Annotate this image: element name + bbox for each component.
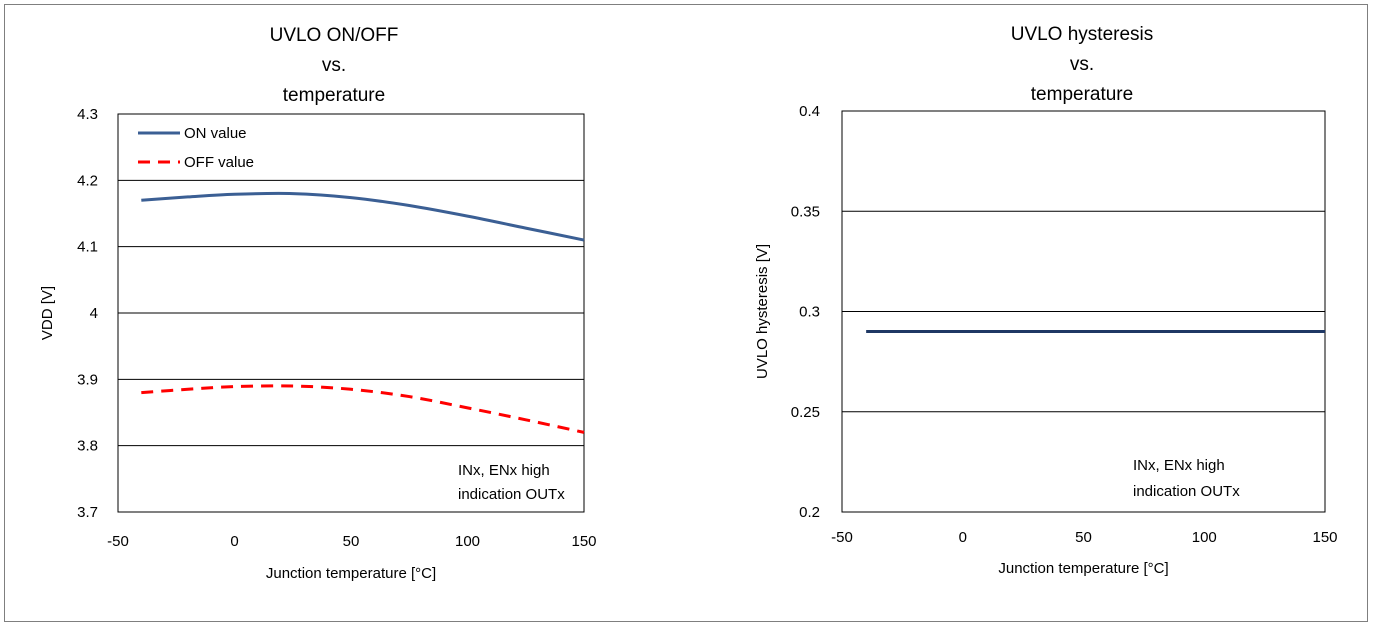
chart-annotation: indication OUTx — [458, 486, 565, 503]
x-tick-label: -50 — [831, 529, 853, 546]
chart-annotation: indication OUTx — [1133, 483, 1240, 500]
series-line-on-value — [141, 191, 585, 242]
chart-title: temperature — [283, 85, 385, 106]
y-tick-label: 4 — [90, 305, 98, 322]
x-tick-label: 0 — [959, 529, 967, 546]
chart-annotation: INx, ENx high — [458, 462, 550, 479]
legend-label: ON value — [184, 125, 247, 142]
x-axis-label: Junction temperature [°C] — [998, 560, 1168, 577]
legend-label: OFF value — [184, 154, 254, 171]
chart-annotation: INx, ENx high — [1133, 457, 1225, 474]
chart-title: temperature — [1031, 84, 1133, 105]
x-tick-label: 150 — [571, 533, 596, 550]
y-tick-label: 4.1 — [77, 239, 98, 256]
y-tick-label: 0.35 — [791, 203, 820, 220]
y-tick-label: 4.2 — [77, 172, 98, 189]
y-tick-label: 3.7 — [77, 504, 98, 521]
x-axis-label: Junction temperature [°C] — [266, 565, 436, 582]
y-tick-label: 4.3 — [77, 106, 98, 123]
y-tick-label: 3.8 — [77, 438, 98, 455]
chart-title: UVLO hysteresis — [1011, 24, 1154, 45]
chart-title: vs. — [322, 55, 346, 76]
chart-title: vs. — [1070, 54, 1094, 75]
y-tick-label: 3.9 — [77, 371, 98, 388]
chart-1: 3.7 3.8 3.9 4 4.1 4.2 4.3 -50 0 50 100 150 UVLO ON/O… — [39, 25, 597, 582]
y-tick-label: 0.3 — [799, 304, 820, 321]
y-tick-label: 0.2 — [799, 504, 820, 521]
x-tick-label: -50 — [107, 533, 129, 550]
x-tick-label: 150 — [1312, 529, 1337, 546]
y-axis-label: UVLO hysteresis [V] — [754, 244, 771, 379]
x-tick-label: 50 — [1075, 529, 1092, 546]
chart-2: 0.2 0.25 0.3 0.35 0.4 -50 0 50 100 150 UVLO hyster… — [754, 24, 1338, 577]
x-tick-label: 100 — [455, 533, 480, 550]
chart-title: UVLO ON/OFF — [270, 25, 399, 46]
x-tick-label: 0 — [230, 533, 238, 550]
y-tick-label: 0.25 — [791, 404, 820, 421]
series-line-off-value — [141, 384, 585, 434]
x-tick-label: 100 — [1192, 529, 1217, 546]
y-axis-label: VDD [V] — [39, 286, 56, 340]
x-tick-label: 50 — [343, 533, 360, 550]
y-tick-label: 0.4 — [799, 103, 820, 120]
